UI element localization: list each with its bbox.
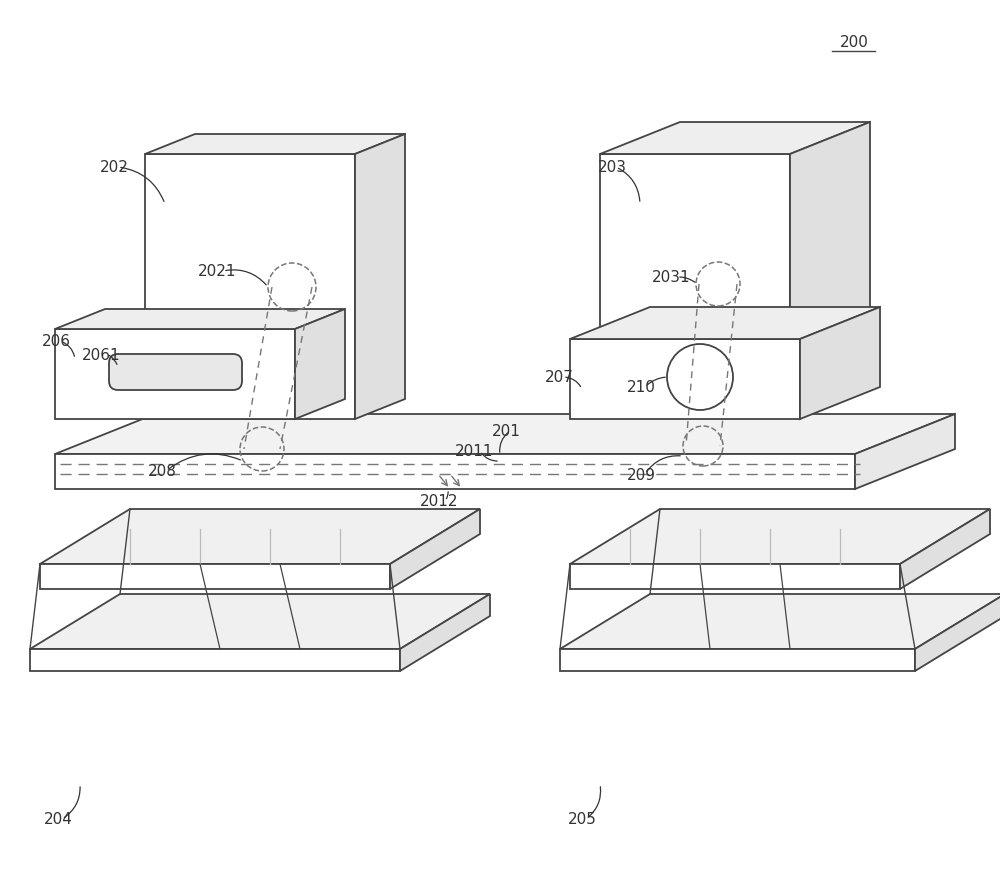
Polygon shape [55, 415, 955, 454]
Text: 2011: 2011 [455, 444, 494, 459]
Text: 206: 206 [42, 334, 71, 350]
Polygon shape [55, 454, 855, 489]
Text: 2021: 2021 [198, 265, 237, 279]
Polygon shape [145, 135, 405, 155]
Text: 201: 201 [492, 424, 521, 439]
Polygon shape [800, 308, 880, 419]
Text: 2031: 2031 [652, 270, 691, 285]
Text: 207: 207 [545, 370, 574, 385]
Polygon shape [570, 308, 880, 340]
Polygon shape [390, 510, 480, 589]
Text: 203: 203 [598, 160, 627, 175]
FancyBboxPatch shape [109, 355, 242, 391]
Polygon shape [560, 595, 1000, 649]
Text: 208: 208 [148, 464, 177, 479]
Text: 2012: 2012 [420, 494, 459, 509]
Polygon shape [55, 330, 295, 419]
Polygon shape [355, 135, 405, 419]
Polygon shape [855, 415, 955, 489]
Polygon shape [30, 595, 490, 649]
Text: 204: 204 [44, 812, 73, 827]
Polygon shape [55, 309, 345, 330]
Polygon shape [915, 595, 1000, 671]
Polygon shape [40, 510, 480, 564]
Text: 210: 210 [627, 380, 656, 395]
Polygon shape [295, 309, 345, 419]
Polygon shape [560, 649, 915, 671]
Text: 2061: 2061 [82, 347, 121, 362]
Polygon shape [900, 510, 990, 589]
Polygon shape [600, 122, 870, 155]
Polygon shape [570, 510, 990, 564]
Text: 200: 200 [840, 35, 869, 49]
Text: 202: 202 [100, 160, 129, 175]
Polygon shape [30, 649, 400, 671]
Polygon shape [600, 155, 790, 375]
Polygon shape [570, 564, 900, 589]
Polygon shape [40, 564, 390, 589]
Polygon shape [790, 122, 870, 375]
Text: 205: 205 [568, 812, 597, 827]
Polygon shape [145, 155, 355, 419]
Polygon shape [400, 595, 490, 671]
Polygon shape [570, 340, 800, 419]
Text: 209: 209 [627, 467, 656, 482]
